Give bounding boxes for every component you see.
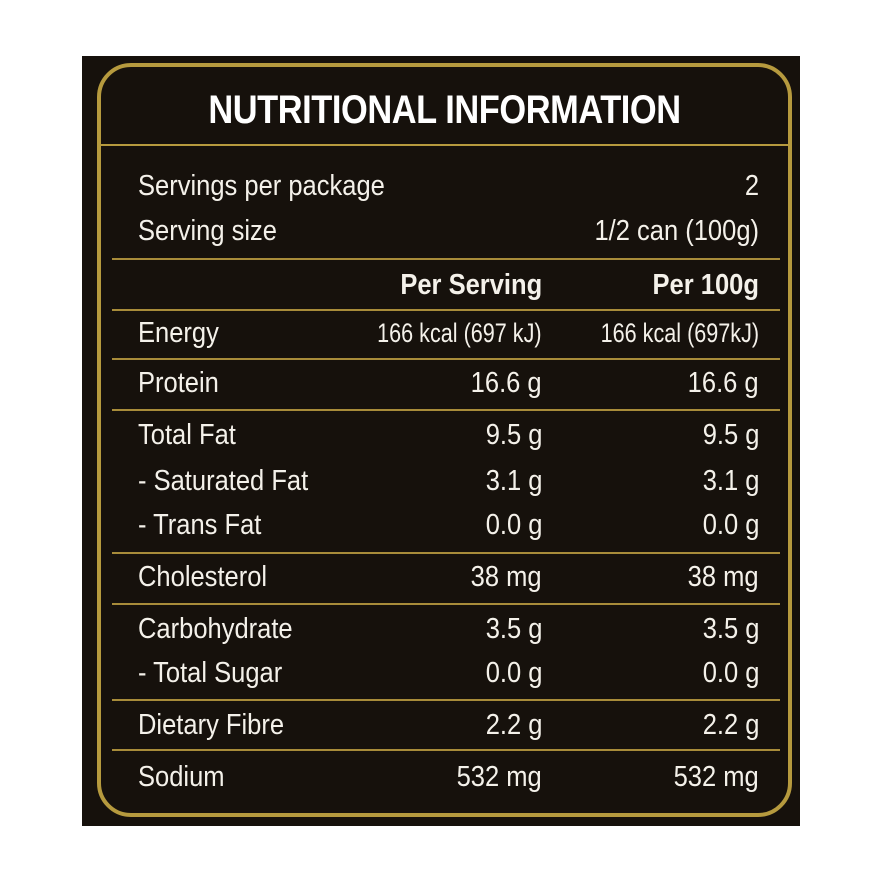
nutrient-per-100g: 0.0 g	[702, 509, 759, 541]
nutrient-per-100g: 2.2 g	[702, 709, 759, 741]
label-title: NUTRITIONAL INFORMATION	[208, 88, 681, 132]
gold-frame	[97, 63, 792, 817]
nutrient-name: - Total Sugar	[138, 657, 283, 689]
row-divider	[112, 358, 780, 360]
nutrient-name: Cholesterol	[138, 561, 268, 593]
nutrient-per-100g: 3.5 g	[702, 613, 759, 645]
nutrient-name: Total Fat	[138, 419, 236, 451]
nutrient-per-100g: 16.6 g	[688, 367, 759, 399]
nutrient-per-100g: 166 kcal (697kJ)	[600, 318, 759, 348]
nutrient-per-100g: 0.0 g	[702, 657, 759, 689]
nutrient-per-serving: 3.1 g	[485, 465, 542, 497]
row-divider	[112, 749, 780, 751]
serving-size-label: Serving size	[138, 215, 278, 247]
nutrient-name: Carbohydrate	[138, 613, 293, 645]
nutrient-per-100g: 532 mg	[673, 761, 759, 793]
nutrient-per-serving: 9.5 g	[485, 419, 542, 451]
nutrient-per-serving: 2.2 g	[485, 709, 542, 741]
servings-per-package-value: 2	[744, 170, 759, 202]
nutrient-per-serving: 166 kcal (697 kJ)	[377, 318, 542, 348]
servings-per-package-label: Servings per package	[138, 170, 385, 202]
row-divider	[112, 603, 780, 605]
nutrient-name: Sodium	[138, 761, 225, 793]
nutrient-per-100g: 38 mg	[688, 561, 759, 593]
row-divider	[112, 309, 780, 311]
nutrient-per-serving: 3.5 g	[485, 613, 542, 645]
column-header-per-100g: Per 100g	[652, 269, 759, 301]
nutrient-name: - Trans Fat	[138, 509, 262, 541]
nutrient-name: - Saturated Fat	[138, 465, 309, 497]
nutrient-per-100g: 9.5 g	[702, 419, 759, 451]
nutrient-per-serving: 0.0 g	[485, 657, 542, 689]
title-divider	[101, 144, 788, 146]
row-divider	[112, 552, 780, 554]
nutrient-per-100g: 3.1 g	[702, 465, 759, 497]
serving-size-value: 1/2 can (100g)	[594, 215, 759, 247]
column-header-per-serving: Per Serving	[400, 269, 542, 301]
nutrition-label-panel	[82, 56, 800, 826]
nutrient-per-serving: 0.0 g	[485, 509, 542, 541]
row-divider	[112, 699, 780, 701]
nutrient-per-serving: 16.6 g	[471, 367, 542, 399]
nutrient-per-serving: 532 mg	[456, 761, 542, 793]
nutrient-name: Protein	[138, 367, 219, 399]
nutrient-name: Energy	[138, 317, 219, 349]
row-divider	[112, 258, 780, 260]
nutrient-name: Dietary Fibre	[138, 709, 285, 741]
nutrient-per-serving: 38 mg	[471, 561, 542, 593]
row-divider	[112, 409, 780, 411]
